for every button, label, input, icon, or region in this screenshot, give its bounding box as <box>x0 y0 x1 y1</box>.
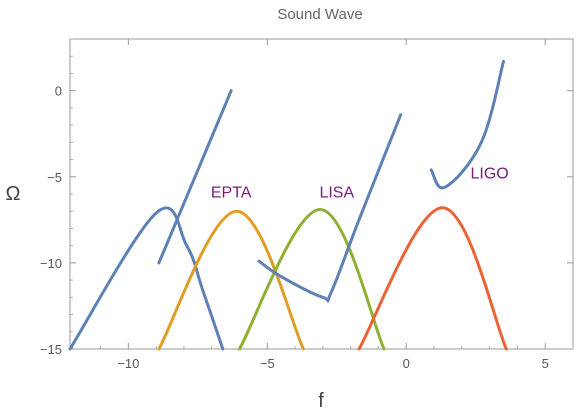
y-tick-label: −10 <box>40 256 62 271</box>
series-line-6 <box>357 206 508 351</box>
y-tick-label: −15 <box>40 342 62 357</box>
annotation-label: EPTA <box>211 184 252 201</box>
axis-ticks: −10 −5 0 5 0 −5 −10 −15 <box>40 38 574 371</box>
chart-title: Sound Wave <box>277 6 362 23</box>
series-line-2 <box>157 89 233 265</box>
y-axis-title: Ω <box>6 183 21 205</box>
x-tick-label: −10 <box>117 356 139 371</box>
series-line-5 <box>257 113 403 303</box>
x-tick-label: 0 <box>403 356 410 371</box>
x-tick-label: 5 <box>542 356 549 371</box>
series-line-7 <box>429 59 506 190</box>
y-tick-label: 0 <box>55 84 62 99</box>
x-tick-label: −5 <box>260 356 275 371</box>
y-tick-label: −5 <box>47 170 62 185</box>
annotation-label: LISA <box>319 184 354 201</box>
annotation-label: LIGO <box>471 166 509 183</box>
annotation-group: EPTA LISA LIGO <box>211 166 509 202</box>
x-axis-title: f <box>318 390 324 412</box>
series-group <box>68 59 508 351</box>
series-line-3 <box>157 209 305 351</box>
series-line-1 <box>68 206 225 351</box>
series-line-4 <box>238 208 386 351</box>
